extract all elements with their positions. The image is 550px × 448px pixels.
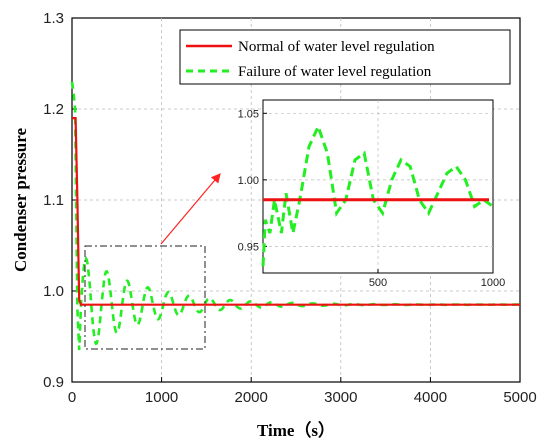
y-tick-label: 1.0 xyxy=(43,283,64,300)
inset-chart: 500 1000 0.95 1.00 1.05 xyxy=(238,99,506,289)
x-tick-label: 4000 xyxy=(414,389,447,406)
x-tick-label: 2000 xyxy=(235,389,268,406)
y-axis-label: Condenser pressure xyxy=(11,128,30,272)
x-tick-label: 5000 xyxy=(503,389,536,406)
y-tick-label: 1.2 xyxy=(43,101,64,118)
x-tick-label: 3000 xyxy=(324,389,357,406)
legend-normal-label: Normal of water level regulation xyxy=(238,39,435,55)
inset-y-tick-label: 1.05 xyxy=(238,108,259,120)
x-tick-label: 0 xyxy=(68,389,76,406)
zoom-arrow xyxy=(160,173,221,245)
inset-x-tick-label: 1000 xyxy=(481,277,505,289)
y-tick-label: 1.1 xyxy=(43,192,64,209)
inset-y-tick-label: 0.95 xyxy=(238,241,259,253)
y-tick-label: 1.3 xyxy=(43,10,64,27)
inset-series xyxy=(261,122,494,267)
legend-box xyxy=(179,29,511,85)
y-tick-label: 0.9 xyxy=(43,374,64,391)
zoom-region-box xyxy=(84,245,206,350)
series-layer xyxy=(70,81,520,351)
series-normal-line xyxy=(72,116,520,306)
x-axis-label: Time（s） xyxy=(257,420,335,440)
x-axis: 0 1000 2000 3000 4000 5000 xyxy=(68,377,537,406)
inset-y-tick-label: 1.00 xyxy=(238,175,259,187)
legend-failure-label: Failure of water level regulation xyxy=(238,64,432,80)
x-tick-label: 1000 xyxy=(145,389,178,406)
inset-failure-line xyxy=(261,122,494,267)
inset-ticks: 500 1000 0.95 1.00 1.05 xyxy=(238,108,506,289)
legend: Normal of water level regulation Failure… xyxy=(179,29,511,85)
inset-grid xyxy=(263,100,493,273)
y-axis: 0.9 1.0 1.1 1.2 1.3 xyxy=(43,10,77,391)
inset-x-tick-label: 500 xyxy=(369,277,387,289)
